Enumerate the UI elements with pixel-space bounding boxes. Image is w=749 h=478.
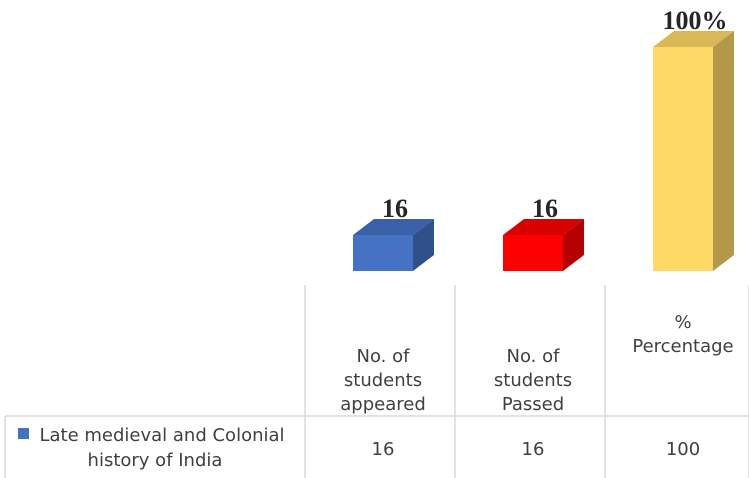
bar-side	[713, 31, 734, 271]
category-label: Passed	[502, 394, 564, 415]
category-label: Percentage	[632, 336, 733, 357]
bar-front	[353, 235, 413, 271]
data-table-grid	[4, 285, 749, 478]
table-cell-value: 16	[522, 439, 545, 460]
data-label: 16	[532, 194, 558, 223]
bar-top	[503, 219, 584, 235]
data-label: 16	[382, 194, 408, 223]
category-labels-group: No. of students appeared No. of students Pass…	[340, 312, 733, 460]
series-name-line: history of India	[88, 450, 223, 471]
bars-group	[353, 31, 734, 271]
bar-top	[353, 219, 434, 235]
bar-front	[503, 235, 563, 271]
bar-side	[563, 219, 584, 271]
category-label: %	[674, 312, 691, 333]
category-label: No. of	[357, 346, 411, 367]
bar-top	[653, 31, 734, 47]
bar-front	[653, 47, 713, 271]
table-cell-value: 16	[372, 439, 395, 460]
series-name-line: Late medieval and Colonial	[39, 425, 284, 446]
legend-swatch	[18, 428, 29, 439]
category-label: students	[344, 370, 422, 391]
bar-side	[413, 219, 434, 271]
series-legend: Late medieval and Colonial history of Ind…	[18, 425, 285, 471]
category-label: students	[494, 370, 572, 391]
category-label: No. of	[507, 346, 561, 367]
table-cell-value: 100	[666, 439, 700, 460]
data-labels-group: 16 16 100%	[382, 6, 728, 223]
data-label: 100%	[663, 6, 728, 35]
category-label: appeared	[340, 394, 426, 415]
